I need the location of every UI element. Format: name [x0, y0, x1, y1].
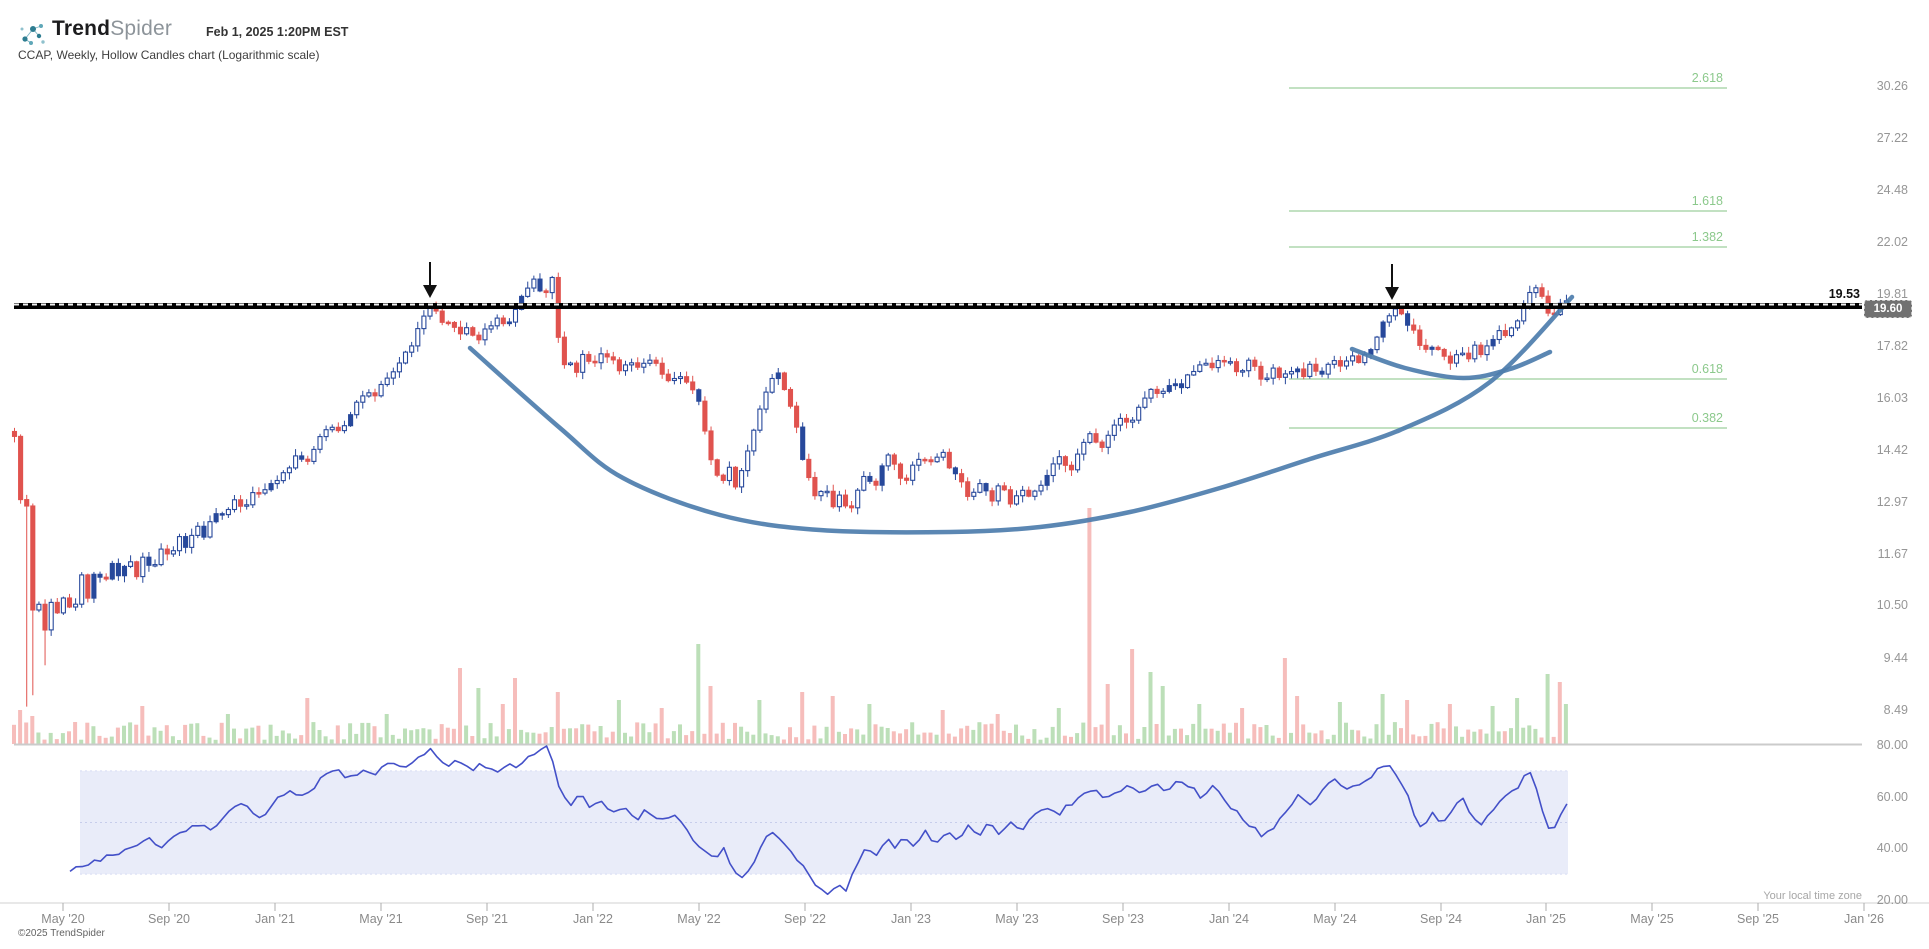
x-axis-label: Jan '22 [573, 912, 613, 926]
price-axis-label: 19.81 [1877, 287, 1908, 301]
x-axis-label: Sep '22 [784, 912, 826, 926]
candles [11, 272, 1569, 707]
x-axis-label: May '24 [1313, 912, 1356, 926]
price-axis-label: 24.48 [1877, 183, 1908, 197]
x-axis-label: May '21 [359, 912, 402, 926]
price-axis-label: 8.49 [1884, 703, 1908, 717]
down-arrows [423, 262, 1399, 300]
resistance-price-label: 19.53 [1828, 287, 1860, 301]
timezone-note: Your local time zone [1763, 890, 1862, 902]
copyright-note: ©2025 TrendSpider [18, 928, 105, 939]
price-axis-label: 16.03 [1877, 391, 1908, 405]
cup-and-handle-annotation [467, 294, 1575, 535]
rsi-axis-label: 60.00 [1877, 790, 1908, 804]
rsi-axis-label: 20.00 [1877, 893, 1908, 907]
price-axis-label: 11.67 [1878, 547, 1908, 561]
fib-level-label: 1.382 [1692, 230, 1723, 244]
trendspider-logo-icon [20, 24, 45, 45]
price-axis-label: 10.50 [1877, 598, 1908, 612]
cup-arc [467, 294, 1575, 535]
x-axis-label: Jan '26 [1844, 912, 1884, 926]
brand-title-bold: Trend [52, 17, 111, 40]
fib-extension-lines: 2.618 1.618 1.382 0.618 0.382 [1289, 71, 1727, 429]
x-axis-label: Sep '20 [148, 912, 190, 926]
rsi-axis-label: 80.00 [1877, 738, 1908, 752]
fib-level-label: 2.618 [1692, 71, 1723, 85]
brand-title-light: Spider [110, 17, 173, 40]
x-axis-label: May '25 [1630, 912, 1673, 926]
handle-arc [1349, 346, 1553, 381]
rsi-axis: 80.00 60.00 40.00 20.00 [1877, 738, 1908, 907]
price-axis-label: 30.26 [1877, 79, 1908, 93]
price-axis: 30.26 27.22 24.48 22.02 19.81 17.82 16.03 14.42… [1877, 79, 1908, 717]
rsi-axis-label: 40.00 [1877, 841, 1908, 855]
fib-level-label: 1.618 [1692, 194, 1723, 208]
price-axis-label: 17.82 [1877, 339, 1908, 353]
x-axis-label: Jan '24 [1209, 912, 1249, 926]
fib-level-label: 0.618 [1692, 362, 1723, 376]
down-arrow-icon [423, 285, 437, 298]
x-axis-label: May '20 [41, 912, 84, 926]
down-arrow-icon [1385, 287, 1399, 300]
x-axis-label: Sep '24 [1420, 912, 1462, 926]
chart-subtitle: CCAP, Weekly, Hollow Candles chart (Loga… [18, 48, 320, 62]
rsi-panel [69, 745, 1568, 896]
x-axis-label: Jan '23 [891, 912, 931, 926]
x-axis: May '20 Sep '20 Jan '21 May '21 Sep '21 Jan '… [0, 902, 1929, 926]
volume-bars [12, 508, 1568, 744]
trendspider-logo [18, 20, 48, 55]
chart-timestamp: Feb 1, 2025 1:20PM EST [206, 25, 349, 39]
x-axis-label: Sep '25 [1737, 912, 1779, 926]
resistance-line [14, 303, 1862, 309]
x-axis-label: May '22 [677, 912, 720, 926]
last-price-badge: 19.60 [1864, 300, 1912, 318]
price-axis-label: 9.44 [1884, 651, 1908, 665]
price-axis-label: 14.42 [1877, 443, 1908, 457]
rsi-line [69, 745, 1568, 896]
x-axis-label: Sep '23 [1102, 912, 1144, 926]
price-axis-label: 12.97 [1877, 495, 1908, 509]
x-axis-label: Sep '21 [466, 912, 508, 926]
price-axis-label: 22.02 [1877, 235, 1908, 249]
brand-title: TrendSpider [52, 17, 172, 41]
fib-level-label: 0.382 [1692, 411, 1723, 425]
x-axis-label: Jan '21 [255, 912, 295, 926]
x-axis-label: May '23 [995, 912, 1038, 926]
x-axis-label: Jan '25 [1526, 912, 1566, 926]
price-axis-label: 27.22 [1877, 131, 1908, 145]
